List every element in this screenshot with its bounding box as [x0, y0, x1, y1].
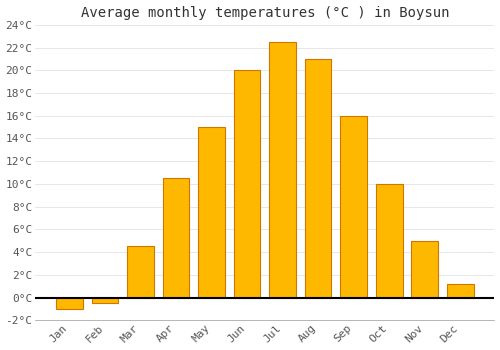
Bar	[234, 70, 260, 298]
Bar	[412, 241, 438, 298]
Title: Average monthly temperatures (°C ) in Boysun: Average monthly temperatures (°C ) in Bo…	[80, 6, 449, 20]
Bar	[305, 59, 332, 298]
Bar	[56, 298, 83, 309]
Bar	[340, 116, 367, 298]
Bar	[447, 284, 473, 298]
Bar	[198, 127, 225, 298]
Bar	[92, 298, 118, 303]
Bar	[270, 42, 296, 298]
Bar	[163, 178, 190, 298]
Bar	[127, 246, 154, 298]
Bar	[376, 184, 402, 298]
